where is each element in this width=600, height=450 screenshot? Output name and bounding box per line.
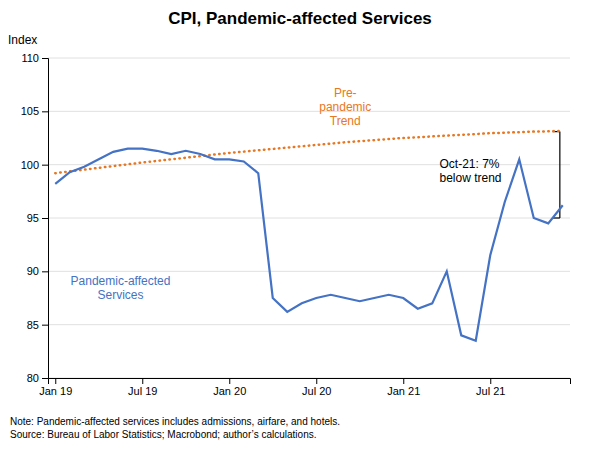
grid	[48, 58, 570, 378]
x-tick-mark	[142, 378, 143, 384]
y-tick-label: 95	[27, 212, 39, 224]
y-axis: 80 85 90 95 100 105 110	[21, 52, 49, 384]
y-tick: 100	[21, 159, 48, 171]
y-axis-line	[42, 59, 49, 379]
plot-area: 80 85 90 95 100 105 110 Jan 19 Jul 19 Jan 20 Jul 2…	[21, 52, 571, 397]
y-tick-mark	[42, 111, 48, 112]
y-tick-label: 85	[27, 319, 39, 331]
y-tick: 85	[27, 319, 48, 331]
y-tick-label: 105	[21, 105, 39, 117]
x-tick: Jul 21	[476, 378, 505, 397]
y-tick: 90	[27, 265, 48, 277]
series-label: Pandemic-affectedServices	[71, 274, 171, 302]
x-tick-label: Jan 21	[387, 385, 420, 397]
grid-line	[48, 324, 570, 325]
y-tick-mark	[42, 165, 48, 166]
grid-line	[48, 58, 570, 59]
x-tick: Jan 21	[387, 378, 420, 397]
x-tick-label: Jan 20	[213, 385, 246, 397]
y-tick-mark	[42, 325, 48, 326]
annotations: Pre-pandemicTrend Pandemic-affectedServic…	[71, 86, 560, 302]
bracket-line	[559, 132, 560, 218]
x-tick: Jan 19	[39, 378, 72, 397]
y-tick: 110	[21, 52, 48, 64]
x-tick: Jan 20	[213, 378, 246, 397]
y-tick-label: 110	[21, 52, 39, 64]
y-tick-mark	[42, 271, 48, 272]
y-tick-label: 90	[27, 265, 39, 277]
grid-line	[48, 111, 570, 112]
y-tick-mark	[42, 58, 48, 59]
y-tick: 105	[21, 105, 48, 117]
x-tick-mark	[55, 378, 56, 384]
x-tick-mark	[490, 378, 491, 384]
x-tick-mark	[229, 378, 230, 384]
title: CPI, Pandemic-affected Services	[168, 9, 432, 28]
x-tick: Jul 20	[302, 378, 331, 397]
y-tick: 80	[27, 372, 48, 384]
chart: 80 85 90 95 100 105 110 Jan 19 Jul 19 Jan 20 Jul 2…	[0, 0, 600, 450]
annotation: Oct-21: 7%below trend	[440, 157, 502, 185]
series-marks	[55, 131, 563, 341]
series-label: Pre-pandemicTrend	[319, 86, 371, 128]
x-tick-label: Jan 19	[39, 385, 72, 397]
x-axis-line	[49, 379, 571, 385]
y-axis-label: Index	[8, 33, 37, 47]
series-group	[55, 131, 563, 341]
x-tick-label: Jul 19	[128, 385, 157, 397]
y-tick-mark	[42, 218, 48, 219]
grid-line	[48, 218, 570, 219]
series-line	[55, 149, 563, 341]
bracket	[553, 132, 560, 218]
x-axis: Jan 19 Jul 19 Jan 20 Jul 20 Jan 21 Jul 21	[39, 378, 570, 397]
x-tick-label: Jul 20	[302, 385, 331, 397]
x-tick-mark	[316, 378, 317, 384]
y-tick-mark	[42, 378, 48, 379]
grid-line	[48, 271, 570, 272]
y-tick-label: 80	[27, 372, 39, 384]
x-tick-mark	[403, 378, 404, 384]
y-tick: 95	[27, 212, 48, 224]
series-line	[55, 131, 563, 173]
y-tick-label: 100	[21, 159, 39, 171]
note: Note: Pandemic-affected services include…	[10, 416, 340, 440]
x-tick-label: Jul 21	[476, 385, 505, 397]
x-tick: Jul 19	[128, 378, 157, 397]
